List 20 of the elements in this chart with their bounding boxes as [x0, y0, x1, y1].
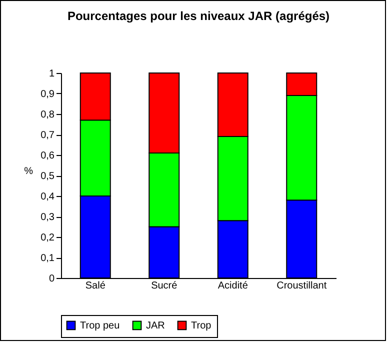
x-tick-label: Croustillant — [276, 280, 327, 292]
chart-title: Pourcentages pour les niveaux JAR (agrégés) — [67, 9, 330, 23]
legend-label: JAR — [146, 320, 165, 332]
y-tick-label: 0,6 — [40, 150, 55, 162]
y-tick-label: 0,1 — [40, 253, 55, 264]
x-tick-label: Salé — [85, 280, 106, 292]
y-tick-label: 0,4 — [40, 192, 55, 202]
y-tick-label: 0,2 — [40, 232, 55, 244]
y-axis-title: % — [24, 166, 34, 177]
y-tick-label: 0,5 — [40, 171, 55, 182]
legend-label: Trop — [191, 320, 212, 332]
x-tick-label: Acidité — [218, 280, 248, 292]
y-tick-label: 0,7 — [40, 130, 55, 141]
y-tick-label: 0,8 — [40, 110, 55, 120]
y-tick-label: 0,9 — [40, 89, 55, 100]
y-tick-label: 1 — [48, 68, 55, 80]
y-tick-label: 0 — [48, 274, 55, 284]
legend-label: Trop peu — [80, 320, 120, 332]
x-tick-label: Sucré — [151, 280, 178, 292]
y-tick-label: 0,3 — [40, 212, 55, 223]
